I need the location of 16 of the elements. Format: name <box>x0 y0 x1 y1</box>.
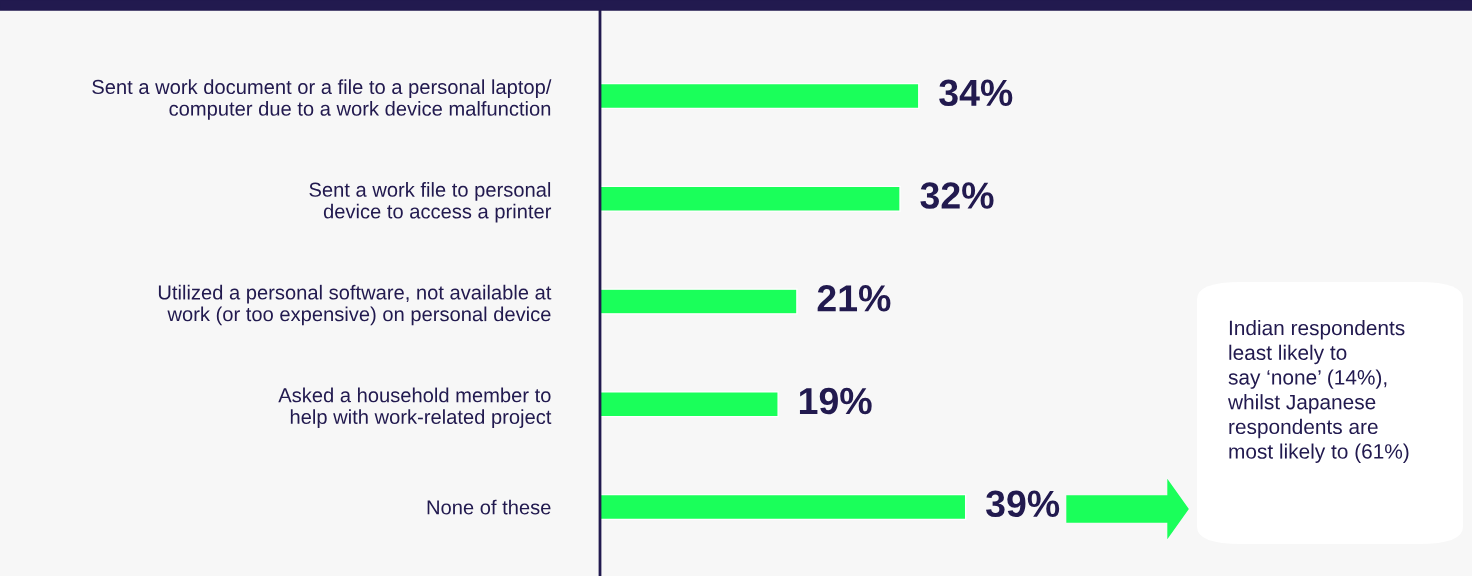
data-label: 32% <box>920 182 994 209</box>
y-tick-label: None of these <box>427 499 551 515</box>
y-tick-label: Asked a household member to help with work-related project <box>278 387 552 429</box>
bar <box>600 493 967 521</box>
data-label: 34% <box>939 79 1013 107</box>
y-tick-label: Sent a work document or a file to a personal laptop/ computer due to a work device malfunction <box>92 79 552 120</box>
bar <box>600 288 798 315</box>
data-label: 21% <box>817 285 891 312</box>
data-label: 39% <box>985 490 1060 518</box>
annotation: Indian respondents least likely to say ‘none’ (14%), whilst Japanese respondents are most likely to (61%) <box>1227 320 1409 463</box>
bar <box>600 185 901 212</box>
y-tick-label: Utilized a personal software, not available at work (or too expensive) on personal device <box>158 284 552 326</box>
bar <box>600 391 779 418</box>
bar <box>600 82 920 110</box>
y-tick-label: Sent a work file to personal device to access a printer <box>309 182 552 223</box>
data-label: 19% <box>799 387 872 415</box>
